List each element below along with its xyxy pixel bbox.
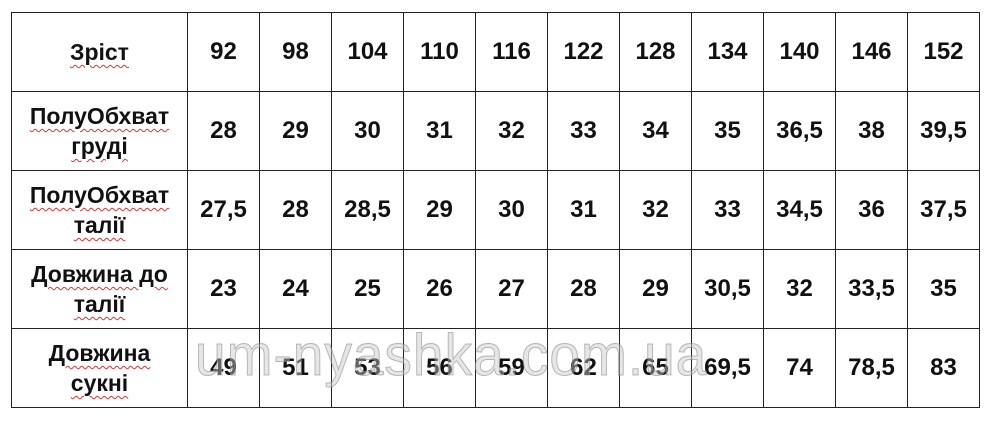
- row-header: Довжина до талії: [11, 249, 188, 329]
- table-row: ПолуОбхват груді 28 29 30 31 32 33 34 35 36,5 38 39,…: [11, 91, 980, 171]
- table-cell: 29: [403, 170, 476, 250]
- table-cell: 35: [907, 249, 980, 329]
- size-chart-table: Зріст 92 98 104 110 116 122 128 134 140 146 152 Полу…: [11, 12, 980, 408]
- table-cell: 30: [331, 91, 404, 171]
- table-cell: 33: [547, 91, 620, 171]
- table-cell: 36,5: [763, 91, 836, 171]
- row-header: Довжина сукні: [11, 328, 188, 408]
- table-cell: 59: [475, 328, 548, 408]
- table-cell: 27,5: [187, 170, 260, 250]
- table-cell: 65: [619, 328, 692, 408]
- table-cell: 53: [331, 328, 404, 408]
- row-header-line: Зріст: [70, 39, 129, 65]
- table-cell: 39,5: [907, 91, 980, 171]
- table-cell: 37,5: [907, 170, 980, 250]
- table-cell: 92: [187, 12, 260, 92]
- table-cell: 83: [907, 328, 980, 408]
- table-cell: 34,5: [763, 170, 836, 250]
- table-row: Зріст 92 98 104 110 116 122 128 134 140 146 152: [11, 12, 980, 92]
- table-cell: 122: [547, 12, 620, 92]
- row-header-line: Довжина до: [31, 261, 168, 287]
- table-cell: 110: [403, 12, 476, 92]
- table-cell: 62: [547, 328, 620, 408]
- row-header: Зріст: [11, 12, 188, 92]
- table-cell: 31: [547, 170, 620, 250]
- table-cell: 28,5: [331, 170, 404, 250]
- table-cell: 69,5: [691, 328, 764, 408]
- table-cell: 28: [547, 249, 620, 329]
- table-cell: 30,5: [691, 249, 764, 329]
- table-cell: 32: [619, 170, 692, 250]
- table-cell: 98: [259, 12, 332, 92]
- table-cell: 74: [763, 328, 836, 408]
- table-cell: 146: [835, 12, 908, 92]
- table-cell: 116: [475, 12, 548, 92]
- table-cell: 27: [475, 249, 548, 329]
- table-cell: 104: [331, 12, 404, 92]
- table-cell: 25: [331, 249, 404, 329]
- table-cell: 140: [763, 12, 836, 92]
- table-cell: 35: [691, 91, 764, 171]
- row-header-line: груді: [71, 133, 128, 159]
- table-cell: 32: [763, 249, 836, 329]
- row-header-line: талії: [73, 212, 126, 238]
- row-header-line: ПолуОбхват: [29, 182, 170, 208]
- row-header: ПолуОбхват талії: [11, 170, 188, 250]
- table-row: ПолуОбхват талії 27,5 28 28,5 29 30 31 32 33 34,5 3…: [11, 170, 980, 250]
- table-cell: 38: [835, 91, 908, 171]
- row-header-line: талії: [73, 291, 126, 317]
- table-cell: 78,5: [835, 328, 908, 408]
- table-cell: 29: [259, 91, 332, 171]
- table-cell: 56: [403, 328, 476, 408]
- row-header: ПолуОбхват груді: [11, 91, 188, 171]
- table-cell: 34: [619, 91, 692, 171]
- table-cell: 31: [403, 91, 476, 171]
- table-cell: 29: [619, 249, 692, 329]
- table-cell: 26: [403, 249, 476, 329]
- row-header-line: сукні: [70, 370, 129, 396]
- table-cell: 28: [259, 170, 332, 250]
- table-cell: 30: [475, 170, 548, 250]
- table-cell: 36: [835, 170, 908, 250]
- table-cell: 152: [907, 12, 980, 92]
- table-cell: 134: [691, 12, 764, 92]
- table-cell: 33,5: [835, 249, 908, 329]
- table-cell: 24: [259, 249, 332, 329]
- table-cell: 49: [187, 328, 260, 408]
- table-cell: 32: [475, 91, 548, 171]
- table-cell: 128: [619, 12, 692, 92]
- table-cell: 28: [187, 91, 260, 171]
- row-header-line: ПолуОбхват: [29, 103, 170, 129]
- table-cell: 23: [187, 249, 260, 329]
- table-row: Довжина до талії 23 24 25 26 27 28 29 30,5 32 33,5 3…: [11, 249, 980, 329]
- table-cell: 51: [259, 328, 332, 408]
- row-header-line: Довжина: [48, 340, 151, 366]
- table-row: Довжина сукні 49 51 53 56 59 62 65 69,5 74 78,5 83: [11, 328, 980, 408]
- table-cell: 33: [691, 170, 764, 250]
